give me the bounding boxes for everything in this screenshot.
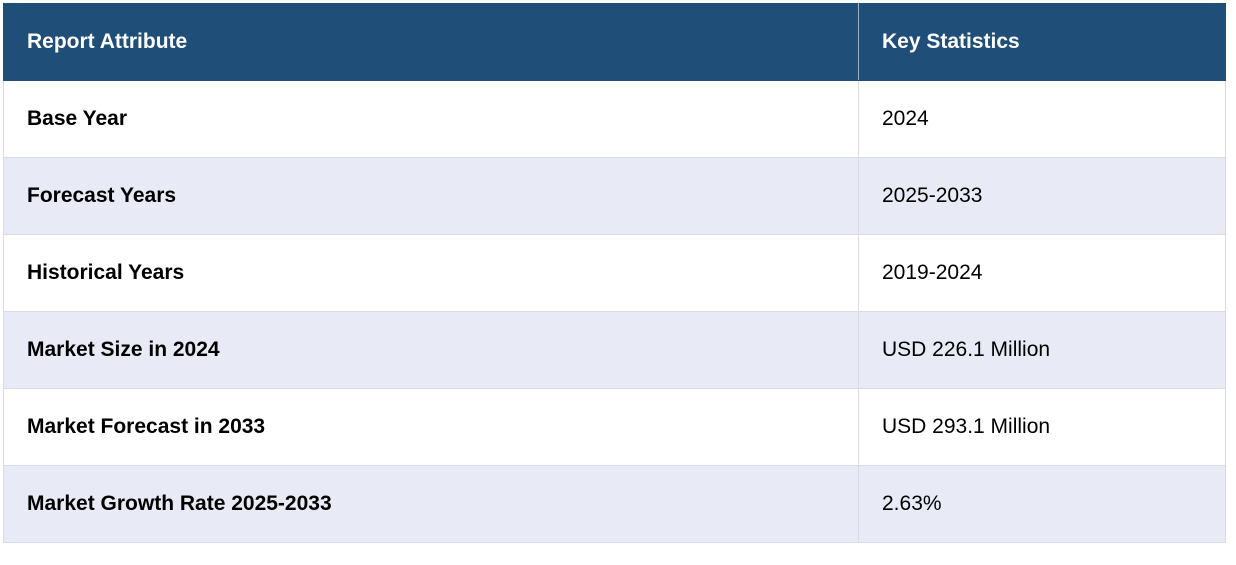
row-value: USD 293.1 Million [858,388,1226,466]
table-row: Market Forecast in 2033 USD 293.1 Millio… [3,388,1226,466]
row-attribute: Market Growth Rate 2025-2033 [3,465,859,543]
row-attribute: Base Year [3,80,859,158]
table-row: Historical Years 2019-2024 [3,234,1226,312]
table-row: Forecast Years 2025-2033 [3,157,1226,235]
header-report-attribute: Report Attribute [3,3,859,81]
row-value: 2024 [858,80,1226,158]
row-attribute: Historical Years [3,234,859,312]
table-header-row: Report Attribute Key Statistics [3,3,1226,81]
report-statistics-table: Report Attribute Key Statistics Base Yea… [3,3,1226,543]
row-attribute: Forecast Years [3,157,859,235]
table-row: Market Growth Rate 2025-2033 2.63% [3,465,1226,543]
header-key-statistics: Key Statistics [858,3,1226,81]
row-value: 2025-2033 [858,157,1226,235]
row-attribute: Market Forecast in 2033 [3,388,859,466]
row-attribute: Market Size in 2024 [3,311,859,389]
row-value: 2019-2024 [858,234,1226,312]
report-table-container: Report Attribute Key Statistics Base Yea… [3,3,1226,543]
table-row: Market Size in 2024 USD 226.1 Million [3,311,1226,389]
row-value: 2.63% [858,465,1226,543]
table-row: Base Year 2024 [3,80,1226,158]
row-value: USD 226.1 Million [858,311,1226,389]
